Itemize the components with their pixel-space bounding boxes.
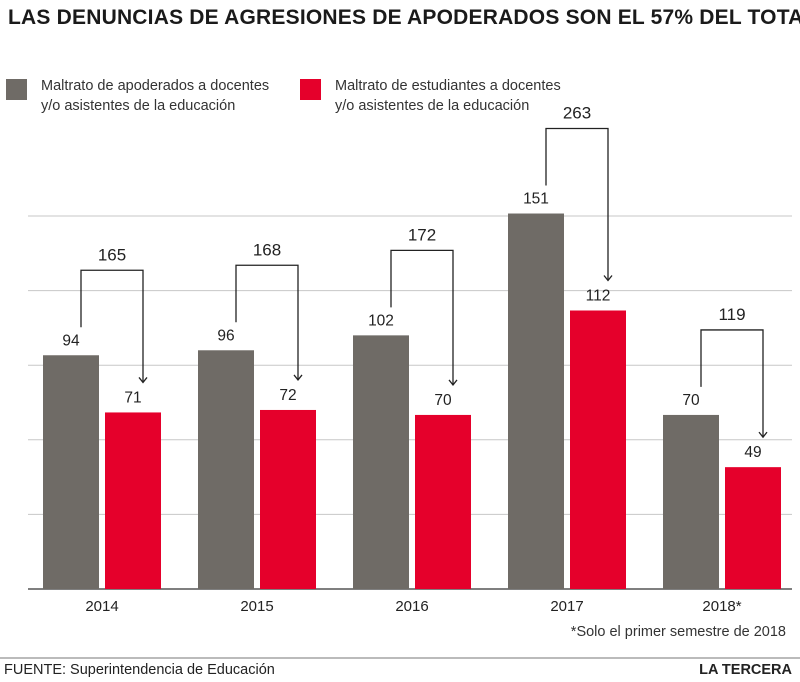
total-bracket [700,329,768,439]
total-label: 165 [98,245,126,264]
x-tick-label: 2016 [395,598,428,615]
data-label-estudiantes: 70 [434,392,452,409]
source-note: FUENTE: Superintendencia de Educación [4,662,275,678]
brand-logo: LA TERCERA [699,662,792,678]
legend-label-apoderados: Maltrato de apoderados a docentes y/o as… [41,78,270,114]
legend-swatch-apoderados [6,79,27,100]
total-label: 168 [253,240,281,259]
data-label-estudiantes: 112 [586,287,611,304]
data-label-estudiantes: 71 [124,389,141,406]
data-label-estudiantes: 72 [279,387,296,404]
bar-estudiantes [105,412,161,589]
bar-apoderados [198,350,254,589]
x-tick-label: 2014 [85,598,118,615]
footnote: *Solo el primer semestre de 2018 [570,624,786,640]
x-tick-label: 2015 [240,598,273,615]
x-tick-label: 2018* [702,598,741,615]
legend-swatch-estudiantes [300,79,321,100]
chart-title: LAS DENUNCIAS DE AGRESIONES DE APODERADO… [8,6,800,29]
bar-apoderados [43,355,99,589]
total-bracket [235,264,303,382]
bar-estudiantes [415,414,471,589]
total-bracket [390,249,458,386]
total-bracket [80,269,148,384]
bar-apoderados [508,213,564,589]
legend-item-estudiantes: Maltrato de estudiantes a docentes y/o a… [300,76,561,116]
legend-item-apoderados: Maltrato de apoderados a docentes y/o as… [6,76,269,116]
legend-label-estudiantes: Maltrato de estudiantes a docentes y/o a… [335,78,561,114]
x-tick-label: 2017 [550,598,583,615]
bar-estudiantes [570,310,626,589]
bar-apoderados [353,335,409,589]
total-label: 119 [718,305,745,324]
bar-apoderados [663,414,719,589]
data-label-apoderados: 70 [682,392,700,409]
data-label-estudiantes: 49 [744,444,761,461]
data-label-apoderados: 94 [62,332,80,349]
total-label: 172 [408,225,436,244]
bar-estudiantes [725,467,781,589]
data-label-apoderados: 151 [523,191,549,208]
data-label-apoderados: 96 [217,327,234,344]
total-label: 263 [563,104,591,123]
bar-estudiantes [260,409,316,589]
data-label-apoderados: 102 [368,312,394,329]
total-bracket [545,127,613,282]
